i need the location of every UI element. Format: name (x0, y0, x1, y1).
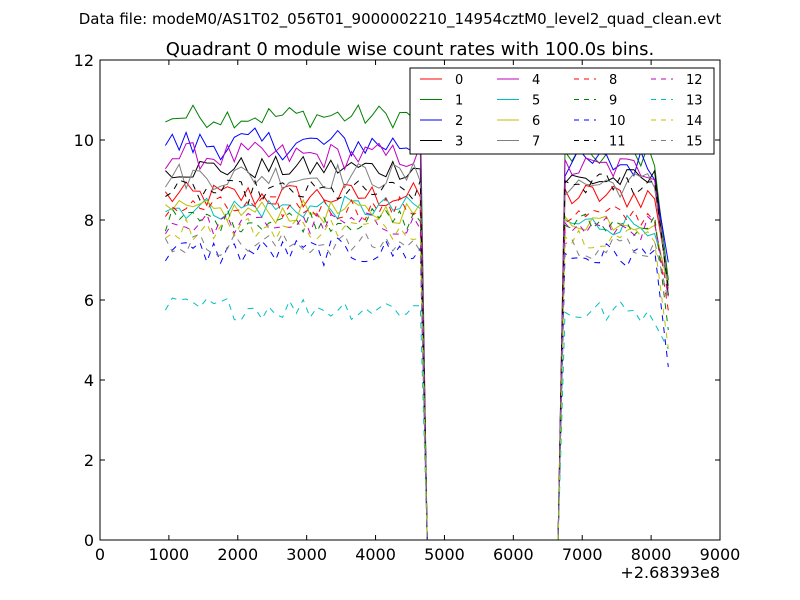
series-line-14 (165, 217, 669, 541)
x-tick-label: 2000 (217, 545, 258, 564)
x-tick-label: 9000 (700, 545, 741, 564)
series-line-1 (165, 103, 669, 541)
legend-label-9: 9 (609, 94, 617, 109)
x-tick-label: 7000 (562, 545, 603, 564)
legend-label-6: 6 (532, 114, 540, 129)
x-tick-label: 3000 (286, 545, 327, 564)
series-line-0 (164, 181, 669, 541)
series-line-11 (165, 173, 669, 541)
x-tick-label: 8000 (631, 545, 672, 564)
x-tick-label: 1000 (149, 545, 190, 564)
legend-label-7: 7 (532, 135, 540, 150)
series-line-13 (164, 297, 669, 541)
legend-label-1: 1 (455, 94, 463, 109)
x-axis-offset-label: +2.68393e8 (620, 563, 720, 582)
legend-label-4: 4 (532, 73, 540, 88)
series-line-9 (164, 207, 669, 541)
y-tick-label: 12 (74, 51, 94, 70)
legend-label-11: 11 (609, 135, 626, 150)
x-tick-label: 6000 (493, 545, 534, 564)
series-line-4 (164, 141, 669, 541)
y-tick-label: 0 (84, 531, 94, 550)
legend-label-5: 5 (532, 94, 540, 109)
y-tick-label: 10 (74, 131, 94, 150)
series-line-7 (164, 161, 669, 541)
x-tick-label: 5000 (424, 545, 465, 564)
legend-label-12: 12 (686, 73, 703, 88)
legend-label-15: 15 (686, 135, 703, 150)
series-line-6 (165, 198, 669, 541)
legend-label-0: 0 (455, 73, 463, 88)
chart-title: Quadrant 0 module wise count rates with … (166, 39, 655, 60)
legend-box (409, 67, 715, 155)
y-tick-label: 2 (84, 451, 94, 470)
series-line-15 (164, 231, 669, 541)
x-tick-label: 0 (95, 545, 105, 564)
legend-label-14: 14 (686, 114, 703, 129)
y-tick-label: 8 (84, 211, 94, 230)
legend-label-13: 13 (686, 94, 703, 109)
legend-label-2: 2 (455, 114, 463, 129)
legend-label-8: 8 (609, 73, 617, 88)
y-tick-label: 4 (84, 371, 94, 390)
legend-label-3: 3 (455, 135, 463, 150)
chart-suptitle: Data file: modeM0/AS1T02_056T01_90000022… (79, 10, 722, 29)
y-tick-label: 6 (84, 291, 94, 310)
axis-ticks: 0 1000 2000 3000 4000 5000 6000 7000 8000 9000 0 2 4… (74, 51, 741, 564)
series-line-8 (164, 195, 669, 541)
series-line-3 (165, 155, 669, 541)
series-line-10 (164, 237, 669, 541)
x-tick-label: 4000 (355, 545, 396, 564)
legend-label-10: 10 (609, 114, 626, 129)
plot-area (164, 103, 669, 541)
series-line-12 (164, 212, 669, 541)
